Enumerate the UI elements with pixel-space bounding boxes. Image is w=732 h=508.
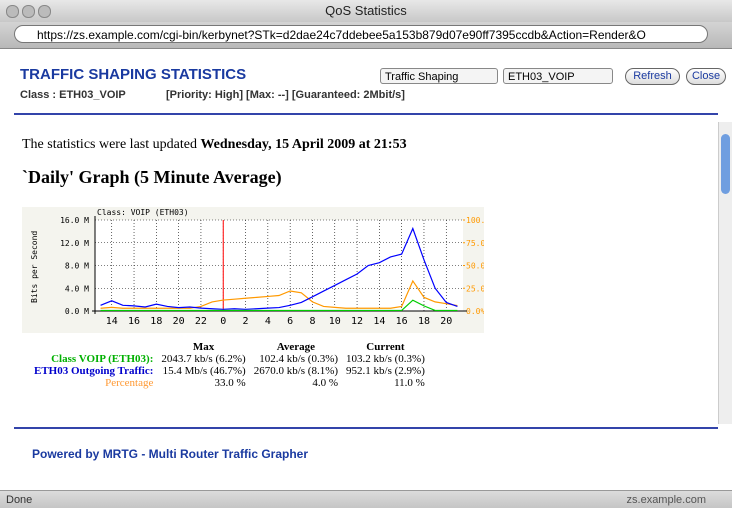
x-tick-label: 18 — [418, 316, 430, 327]
stats-table: Max Average Current Class VOIP (ETH03): 204… — [30, 341, 429, 389]
y-tick-label: 8.0 M — [65, 262, 89, 271]
scrollbar[interactable] — [718, 122, 732, 424]
x-tick-label: 6 — [287, 316, 293, 327]
x-tick-label: 20 — [440, 316, 452, 327]
x-tick-label: 10 — [329, 316, 341, 327]
x-tick-label: 14 — [106, 316, 118, 327]
graph-heading: `Daily' Graph (5 Minute Average) — [22, 167, 282, 187]
row-label: Class VOIP (ETH03): — [51, 353, 154, 365]
cell: 103.2 kb/s (0.3%) — [346, 353, 425, 365]
x-tick-label: 8 — [309, 316, 315, 327]
title-bar: QoS Statistics — [0, 0, 732, 22]
close-button[interactable]: Close — [686, 68, 726, 85]
address-bar[interactable]: https://zs.example.com/cgi-bin/kerbynet?… — [14, 25, 708, 43]
class-label: Class : ETH03_VOIP — [20, 89, 126, 101]
cell: 33.0 % — [214, 377, 246, 389]
divider — [14, 113, 718, 115]
x-tick-label: 12 — [351, 316, 363, 327]
x-tick-label: 16 — [128, 316, 140, 327]
y2-tick-label: 50.0% — [466, 262, 484, 271]
row-label: ETH03 Outgoing Traffic: — [34, 365, 154, 377]
toolbar: https://zs.example.com/cgi-bin/kerbynet?… — [0, 22, 732, 49]
zoom-dot[interactable] — [38, 5, 51, 18]
status-host: zs.example.com — [626, 494, 706, 506]
x-tick-label: 4 — [265, 316, 271, 327]
scroll-thumb[interactable] — [721, 134, 730, 194]
cell: 2670.0 kb/s (8.1%) — [253, 365, 339, 377]
minimize-dot[interactable] — [22, 5, 35, 18]
x-tick-label: 18 — [150, 316, 162, 327]
window-title: QoS Statistics — [325, 3, 407, 18]
x-tick-label: 0 — [220, 316, 226, 327]
series-line — [100, 226, 458, 310]
row-label: Percentage — [105, 377, 154, 389]
y2-tick-label: 25.0% — [466, 284, 484, 293]
page-title: TRAFFIC SHAPING STATISTICS — [20, 66, 247, 83]
y-tick-label: 0.0 M — [65, 307, 89, 316]
cell: 952.1 kb/s (2.9%) — [346, 365, 425, 377]
y-tick-label: 16.0 M — [60, 216, 89, 225]
y2-tick-label: 75.0% — [466, 239, 484, 248]
cell: 102.4 kb/s (0.3%) — [259, 353, 339, 365]
updated-label: The statistics were last updated — [22, 137, 197, 152]
updated-date: Wednesday, 15 April 2009 at 21:53 — [200, 137, 407, 152]
footer-link[interactable]: Powered by MRTG - Multi Router Traffic G… — [32, 447, 309, 461]
x-tick-label: 2 — [243, 316, 249, 327]
y-tick-label: 4.0 M — [65, 284, 89, 293]
updated-text: The statistics were last updated Wednesd… — [22, 137, 407, 153]
col-header: Average — [276, 341, 315, 353]
x-tick-label: 16 — [396, 316, 408, 327]
y-tick-label: 12.0 M — [60, 239, 89, 248]
y2-tick-label: 100.0% — [466, 216, 484, 225]
x-tick-label: 14 — [373, 316, 385, 327]
y2-tick-label: 0.0% — [466, 307, 484, 316]
col-header: Max — [192, 341, 215, 353]
cell: 11.0 % — [394, 377, 425, 389]
graph: Class: VOIP (ETH03) Bits per Second 0.0 … — [22, 207, 484, 333]
cell: 2043.7 kb/s (6.2%) — [161, 353, 246, 365]
close-dot[interactable] — [6, 5, 19, 18]
select-mode[interactable]: Traffic Shaping — [380, 68, 498, 84]
class-info: [Priority: High] [Max: --] [Guaranteed: … — [166, 89, 405, 101]
series-line — [100, 279, 458, 309]
x-tick-label: 20 — [173, 316, 185, 327]
status-text: Done — [6, 494, 33, 506]
cell: 15.4 Mb/s (46.7%) — [162, 365, 246, 377]
select-class[interactable]: ETH03_VOIP — [503, 68, 613, 84]
cell: 4.0 % — [312, 377, 339, 389]
series-line — [100, 299, 458, 312]
status-bar: Done zs.example.com — [0, 490, 732, 508]
col-header: Current — [366, 341, 405, 353]
graph-title: Class: VOIP (ETH03) — [97, 208, 189, 217]
refresh-button[interactable]: Refresh — [625, 68, 680, 85]
divider — [14, 427, 718, 429]
y-axis-label: Bits per Second — [30, 231, 39, 303]
x-tick-label: 22 — [195, 316, 207, 327]
